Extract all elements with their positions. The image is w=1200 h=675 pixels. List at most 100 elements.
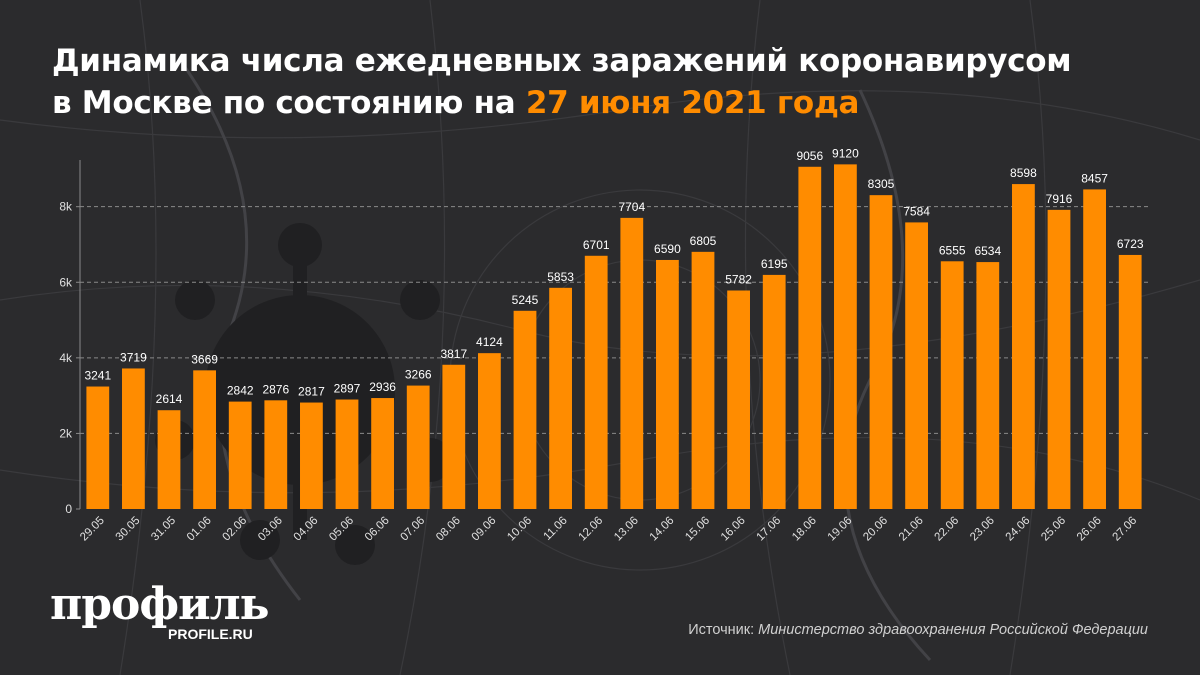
- x-tick-label: 06.06: [363, 515, 392, 544]
- x-tick-labels: 29.05 30.05 31.05 01.06 02.06 03.06 04.06 05.06…: [78, 515, 1139, 544]
- x-tick-label: 21.06: [897, 515, 926, 544]
- y-tick-label: 6k: [59, 275, 73, 289]
- data-label: 2614: [156, 392, 183, 406]
- bar: [228, 401, 252, 509]
- data-label: 2936: [369, 380, 396, 394]
- data-label: 3241: [84, 369, 111, 383]
- x-tick-label: 31.05: [149, 515, 178, 544]
- data-label: 3817: [440, 347, 467, 361]
- bar: [86, 386, 110, 509]
- x-tick-label: 16.06: [719, 515, 748, 544]
- data-label: 7916: [1046, 192, 1073, 206]
- bar: [513, 310, 537, 509]
- bar: [691, 251, 715, 509]
- x-tick-label: 25.06: [1039, 515, 1068, 544]
- data-label: 2842: [227, 384, 254, 398]
- logo-url: PROFILE.RU: [168, 626, 253, 642]
- bar: [620, 217, 644, 510]
- data-label: 8598: [1010, 166, 1037, 180]
- y-tick-label: 2k: [59, 426, 73, 440]
- bar: [656, 259, 679, 509]
- bar: [834, 164, 857, 510]
- data-label: 5853: [547, 270, 574, 284]
- data-label: 2817: [298, 385, 325, 399]
- bar: [1047, 209, 1071, 509]
- x-tick-label: 24.06: [1004, 515, 1033, 544]
- value-labels: 3241 3719 2614 3669 2842 2876 2817 2897 2936 3266…: [84, 146, 1143, 406]
- title-date: 27 июня 2021 года: [525, 85, 860, 121]
- x-tick-label: 20.06: [861, 515, 890, 544]
- x-tick-label: 05.06: [327, 515, 356, 544]
- title-line1: Динамика числа ежедневных заражений коро…: [52, 43, 1072, 79]
- bar: [798, 166, 822, 510]
- x-tick-label: 23.06: [968, 515, 997, 544]
- data-label: 9120: [832, 146, 859, 160]
- bar: [584, 255, 608, 509]
- bar: [549, 287, 572, 509]
- x-tick-label: 15.06: [683, 515, 712, 544]
- x-tick-label: 08.06: [434, 515, 463, 544]
- data-label: 2876: [262, 382, 289, 396]
- data-label: 6195: [761, 257, 788, 271]
- bar: [193, 370, 216, 509]
- y-tick-label: 8k: [59, 200, 73, 214]
- bar: [727, 290, 750, 509]
- x-tick-label: 14.06: [648, 515, 677, 544]
- source-prefix: Источник:: [688, 622, 759, 638]
- x-tick-label: 19.06: [826, 515, 855, 544]
- x-tick-label: 30.05: [114, 515, 143, 544]
- y-tick-label: 0: [65, 502, 72, 516]
- data-label: 6701: [583, 238, 610, 252]
- data-label: 3669: [191, 352, 218, 366]
- bar: [406, 385, 430, 509]
- data-label: 5245: [512, 293, 539, 307]
- bar: [157, 410, 181, 509]
- data-label: 5782: [725, 273, 752, 287]
- data-label: 2897: [334, 382, 361, 396]
- x-tick-label: 10.06: [505, 515, 534, 544]
- data-label: 6534: [974, 244, 1001, 258]
- data-label: 6805: [690, 234, 717, 248]
- x-tick-label: 12.06: [576, 515, 605, 544]
- x-tick-label: 03.06: [256, 515, 285, 544]
- data-label: 7704: [618, 200, 645, 214]
- data-label: 8457: [1081, 171, 1108, 185]
- bar: [869, 195, 893, 509]
- title-line2-prefix: в Москве по состоянию на: [52, 85, 526, 121]
- bar: [905, 222, 928, 509]
- x-tick-label: 26.06: [1075, 515, 1104, 544]
- y-tick-label: 4k: [59, 351, 73, 365]
- bar: [1083, 189, 1106, 509]
- x-tick-label: 07.06: [398, 515, 427, 544]
- data-label: 4124: [476, 335, 503, 349]
- data-label: 7584: [903, 204, 930, 218]
- data-label: 6723: [1117, 237, 1144, 251]
- data-label: 3266: [405, 368, 432, 382]
- x-tick-label: 01.06: [185, 515, 214, 544]
- x-tick-label: 27.06: [1110, 515, 1139, 544]
- bar: [122, 368, 145, 509]
- source-name: Министерство здравоохранения Российской …: [758, 622, 1148, 638]
- bar: [335, 399, 359, 509]
- x-tick-label: 18.06: [790, 515, 819, 544]
- bar: [1012, 184, 1035, 509]
- x-tick-label: 11.06: [541, 515, 569, 543]
- bar: [442, 364, 466, 509]
- bar: [976, 262, 1000, 509]
- logo-text: профиль: [50, 579, 270, 630]
- data-label: 9056: [796, 149, 823, 163]
- grid-lines: [80, 206, 1148, 434]
- data-label: 6555: [939, 243, 966, 257]
- x-tick-label: 22.06: [932, 515, 961, 544]
- x-tick-label: 29.05: [78, 515, 107, 544]
- bars: [86, 164, 1142, 510]
- x-tick-label: 04.06: [292, 515, 321, 544]
- source-note: Источник: Министерство здравоохранения Р…: [688, 622, 1148, 638]
- x-tick-label: 02.06: [220, 515, 249, 544]
- bar: [478, 353, 501, 509]
- profile-logo: профиль PROFILE.RU: [50, 579, 270, 643]
- axes: 0 2k 4k 6k 8k: [59, 160, 81, 516]
- bar: [371, 398, 394, 509]
- x-tick-label: 17.06: [754, 515, 783, 544]
